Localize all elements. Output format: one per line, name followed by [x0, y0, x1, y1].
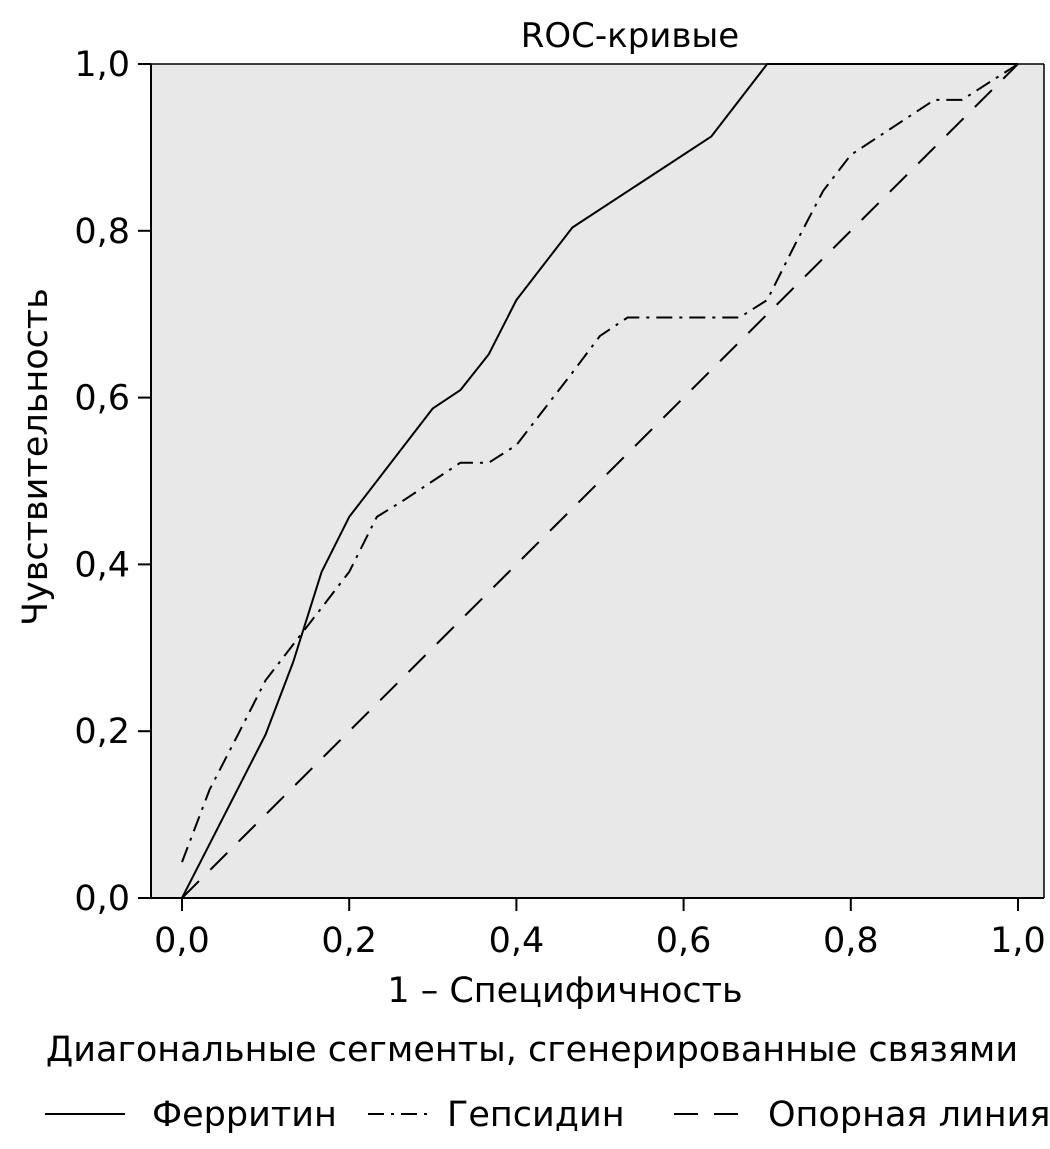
series-line-0 [181, 63, 1018, 899]
legend-item-hepcidin: Гепсидин [368, 1095, 625, 1135]
y-tick-label: 1,0 [74, 45, 130, 85]
x-tick-label: 1,0 [990, 921, 1046, 961]
y-axis-ticks: 0,0 0,2 0,4 0,6 0,8 1,0 [74, 45, 151, 919]
y-tick-label: 0,0 [74, 879, 130, 919]
legend-label-ferritin: Ферритин [152, 1095, 337, 1135]
legend-label-reference: Опорная линия [768, 1095, 1050, 1135]
series-line-1 [181, 63, 1019, 863]
x-tick-label: 0,4 [489, 921, 545, 961]
y-tick-label: 0,4 [74, 545, 130, 585]
legend: Ферритин Гепсидин Опорная линия [45, 1095, 1050, 1135]
y-axis-label: Чувствительность [16, 288, 56, 626]
y-tick-label: 0,6 [74, 379, 130, 419]
legend-item-reference: Опорная линия [674, 1095, 1050, 1135]
legend-item-ferritin: Ферритин [45, 1095, 337, 1135]
x-axis-label: 1 – Специфичность [387, 971, 742, 1011]
footnote: Диагональные сегменты, сгенерированные с… [46, 1030, 1018, 1070]
x-tick-label: 0,2 [321, 921, 377, 961]
x-tick-label: 0,8 [823, 921, 879, 961]
legend-label-hepcidin: Гепсидин [447, 1095, 625, 1135]
chart-title: ROC-кривые [521, 16, 739, 56]
x-tick-label: 0,0 [154, 921, 210, 961]
y-tick-label: 0,2 [74, 712, 130, 752]
x-tick-label: 0,6 [656, 921, 712, 961]
x-axis-ticks: 0,0 0,2 0,4 0,6 0,8 1,0 [154, 898, 1046, 961]
plot-area [151, 64, 1044, 898]
series-layer [181, 63, 1019, 899]
y-tick-label: 0,8 [74, 212, 130, 252]
